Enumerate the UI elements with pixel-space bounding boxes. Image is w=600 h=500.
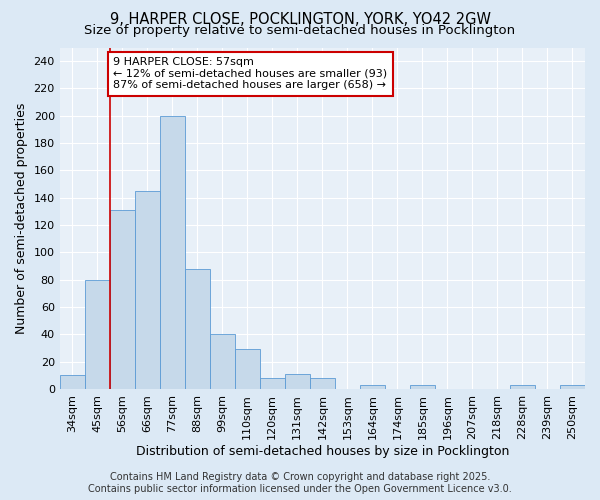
Bar: [360, 385, 385, 389]
Text: Size of property relative to semi-detached houses in Pocklington: Size of property relative to semi-detach…: [85, 24, 515, 37]
Bar: [59, 376, 85, 389]
Text: 9 HARPER CLOSE: 57sqm
← 12% of semi-detached houses are smaller (93)
87% of semi: 9 HARPER CLOSE: 57sqm ← 12% of semi-deta…: [113, 57, 388, 90]
Bar: [235, 350, 260, 389]
Bar: [310, 378, 335, 389]
X-axis label: Distribution of semi-detached houses by size in Pocklington: Distribution of semi-detached houses by …: [136, 444, 509, 458]
Bar: [410, 385, 435, 389]
Bar: [210, 334, 235, 389]
Bar: [260, 378, 285, 389]
Bar: [285, 374, 310, 389]
Bar: [110, 210, 135, 389]
Text: Contains HM Land Registry data © Crown copyright and database right 2025.
Contai: Contains HM Land Registry data © Crown c…: [88, 472, 512, 494]
Bar: [160, 116, 185, 389]
Text: 9, HARPER CLOSE, POCKLINGTON, YORK, YO42 2GW: 9, HARPER CLOSE, POCKLINGTON, YORK, YO42…: [110, 12, 491, 28]
Bar: [135, 191, 160, 389]
Bar: [560, 385, 585, 389]
Bar: [85, 280, 110, 389]
Y-axis label: Number of semi-detached properties: Number of semi-detached properties: [15, 102, 28, 334]
Bar: [510, 385, 535, 389]
Bar: [185, 269, 210, 389]
